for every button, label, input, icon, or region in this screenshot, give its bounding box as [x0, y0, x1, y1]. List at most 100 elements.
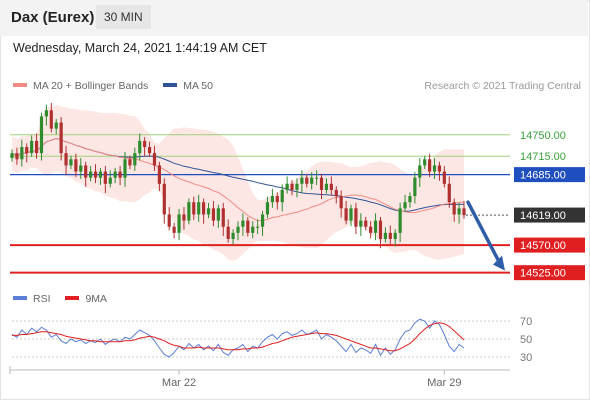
- candle-body: [310, 177, 314, 184]
- legend-rsi: RSI: [33, 293, 51, 305]
- candle-body: [428, 159, 432, 172]
- candle-body: [393, 232, 397, 239]
- candle-body: [123, 159, 127, 178]
- candle-body: [172, 226, 176, 233]
- candle-body: [10, 153, 14, 159]
- level-label-14619.00: 14619.00: [514, 207, 585, 223]
- candle-body: [339, 196, 343, 209]
- rsi-ma-swatch: [65, 296, 80, 301]
- level-label-14715.00: 14715.00: [520, 151, 566, 163]
- level-label-text: 14619.00: [520, 210, 566, 222]
- level-label-text: 14685.00: [520, 170, 566, 182]
- candle-body: [447, 183, 451, 203]
- candle-body: [69, 159, 73, 166]
- candle-body: [403, 202, 407, 209]
- candle-body: [133, 153, 137, 166]
- candle-body: [25, 147, 29, 154]
- candle-body: [39, 116, 44, 154]
- candle-body: [329, 183, 333, 190]
- candle-body: [44, 110, 48, 117]
- candle-body: [251, 226, 255, 233]
- candle-body: [432, 165, 437, 172]
- candle-body: [197, 202, 201, 215]
- candle-body: [79, 165, 83, 172]
- candle-body: [241, 220, 245, 227]
- legend-ma20: MA 20 + Bollinger Bands: [33, 80, 149, 92]
- candle-body: [378, 220, 383, 239]
- x-tick-label-0: Mar 22: [162, 377, 196, 389]
- level-label-14685.00: 14685.00: [514, 167, 585, 183]
- level-label-text: 14525.00: [520, 268, 566, 280]
- candle-body: [319, 177, 324, 190]
- candle-body: [118, 171, 122, 178]
- candle-body: [413, 177, 417, 197]
- legend-ma50: MA 50: [183, 80, 213, 92]
- rsi-tick-30: 30: [520, 352, 532, 364]
- ma50-swatch: [163, 83, 178, 88]
- candle-body: [373, 220, 378, 233]
- level-label-14525.00: 14525.00: [514, 265, 585, 281]
- candle-body: [49, 110, 53, 129]
- candle-body: [113, 171, 117, 178]
- candle-body: [162, 183, 166, 215]
- timestamp: Wednesday, March 24, 2021 1:44:19 AM CET: [13, 41, 267, 55]
- rsi-legend: RSI 9MA: [13, 293, 107, 305]
- candle-body: [157, 165, 161, 184]
- candle-body: [452, 202, 456, 215]
- candle-body: [15, 153, 19, 160]
- candle-body: [408, 196, 412, 203]
- candle-body: [383, 232, 387, 239]
- candle-body: [315, 177, 319, 179]
- candle-body: [34, 140, 39, 154]
- level-label-bg: [514, 167, 585, 183]
- candle-body: [54, 122, 58, 129]
- candle-body: [442, 171, 446, 184]
- candle-body: [236, 226, 240, 233]
- candle-body: [364, 220, 368, 227]
- candle-body: [89, 171, 93, 178]
- candle-body: [20, 147, 24, 160]
- candle-body: [285, 183, 289, 190]
- candle-body: [206, 208, 211, 215]
- candle-body: [64, 153, 68, 166]
- candle-body: [423, 159, 427, 166]
- ma20-swatch: [13, 83, 27, 88]
- timeframe-button[interactable]: 30 MIN: [96, 5, 151, 29]
- rsi-tick-70: 70: [520, 316, 532, 328]
- level-label-14570.00: 14570.00: [514, 237, 585, 253]
- candle-body: [354, 208, 358, 227]
- candle-body: [344, 208, 348, 221]
- level-label-bg: [514, 207, 585, 223]
- candle-body: [388, 232, 392, 239]
- candle-body: [265, 202, 270, 215]
- candle-body: [202, 202, 206, 215]
- candle-body: [231, 232, 235, 239]
- candle-body: [349, 208, 353, 221]
- candle-body: [256, 226, 260, 228]
- instrument-title: Dax (Eurex): [11, 9, 95, 26]
- candle-body: [369, 226, 373, 233]
- candle-body: [226, 226, 230, 239]
- candle-body: [152, 153, 157, 166]
- candle-body: [59, 122, 63, 154]
- forecast-arrow-shaft: [466, 200, 501, 264]
- candle-body: [457, 208, 461, 215]
- chart-header: Dax (Eurex) 30 MIN: [0, 0, 588, 36]
- candle-body: [418, 165, 422, 178]
- candle-body: [128, 159, 132, 166]
- candle-body: [295, 183, 299, 190]
- candle-body: [398, 208, 402, 233]
- candles: [10, 102, 466, 249]
- level-label-text: 14570.00: [520, 240, 566, 252]
- level-label-text: 14715.00: [520, 151, 566, 163]
- candle-body: [260, 214, 265, 227]
- candle-body: [334, 189, 338, 197]
- candle-body: [221, 208, 225, 227]
- candle-body: [84, 165, 88, 178]
- candle-body: [280, 189, 284, 203]
- level-label-bg: [514, 265, 585, 281]
- rsi-swatch: [13, 296, 27, 301]
- research-credit: Research © 2021 Trading Central: [424, 80, 581, 92]
- candle-body: [187, 202, 191, 221]
